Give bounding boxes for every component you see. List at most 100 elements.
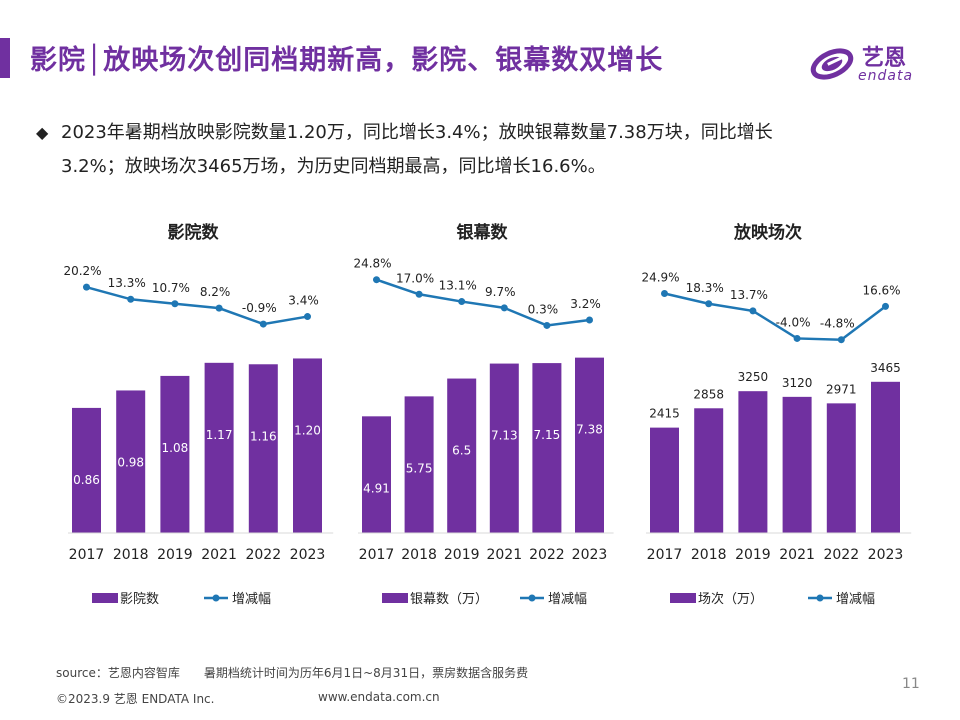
bar-data-label: 6.5 [452,444,471,458]
bar [248,364,278,533]
bar [782,396,812,533]
line-data-label: -0.9% [242,301,277,315]
line-point [705,300,713,308]
logo-cn-text: 艺恩 [862,46,907,71]
bar-data-label: 1.20 [294,423,321,437]
bar-data-label: 2971 [826,382,857,396]
bar-data-label: 7.38 [576,423,603,437]
line-data-label: 3.2% [570,297,601,311]
x-tick-label: 2019 [735,547,771,563]
line-point [749,307,757,315]
legend-bar-swatch [670,593,696,603]
bar [575,357,604,533]
page-title: 影院│放映场次创同档期新高，影院、银幕数双增长 [30,45,664,76]
bar [404,396,434,533]
line-data-label: 0.3% [528,302,559,316]
bar-data-label: 1.16 [250,429,277,443]
bar-data-label: 0.86 [73,473,100,487]
x-tick-label: 2018 [401,547,437,563]
line-data-label: 8.2% [200,285,231,299]
legend-line-label: 增减幅 [548,592,587,607]
bar-data-label: 3120 [782,376,813,390]
bullet-diamond-icon: ◆ [36,123,49,142]
line-point [543,321,551,329]
legend-line-marker [816,594,824,602]
line-point [304,313,311,321]
x-tick-label: 2021 [201,547,237,563]
legend-line-marker [212,594,220,602]
line-point [415,290,423,298]
x-tick-label: 2022 [245,547,281,563]
bar-data-label: 7.13 [491,429,518,443]
line-point [586,316,593,324]
bar [650,427,679,533]
x-tick-label: 2023 [572,547,608,563]
chart-title: 放映场次 [733,222,802,243]
footer-source: source：艺恩内容智库 暑期档统计时间为历年6月1日~8月31日，票房数据含… [56,666,529,680]
bar-data-label: 5.75 [406,461,433,475]
x-tick-label: 2019 [157,547,193,563]
logo-en-text: endata [858,68,914,84]
line-point [373,276,380,284]
page-number: 11 [902,676,920,692]
growth-line [86,285,308,326]
x-tick-label: 2023 [290,547,326,563]
line-point [215,304,223,312]
bar [489,363,519,533]
line-data-label: 24.8% [353,257,391,271]
bar [293,358,322,533]
x-tick-label: 2022 [823,547,859,563]
line-data-label: 17.0% [396,271,434,285]
bar [826,403,856,533]
legend-bar-label: 场次（万） [698,591,763,607]
bar-data-label: 2858 [693,387,724,401]
x-tick-label: 2018 [113,547,149,563]
line-data-label: 18.3% [686,281,724,295]
line-data-label: 20.2% [63,264,101,278]
bar-data-label: 3250 [738,370,769,384]
bar [532,363,562,533]
growth-line [664,292,887,341]
line-point [171,300,179,308]
line-point [500,304,508,312]
line-point [83,283,90,291]
x-tick-label: 2018 [691,547,727,563]
x-tick-label: 2022 [529,547,565,563]
legend-bar-swatch [92,593,118,603]
x-tick-label: 2017 [359,547,395,563]
line-data-label: -4.0% [776,315,811,329]
x-tick-label: 2021 [486,547,522,563]
legend-line-label: 增减幅 [232,592,271,607]
x-tick-label: 2019 [444,547,480,563]
summary-line-2: 3.2%；放映场次3465万场，为历史同档期最高，同比增长16.6%。 [61,156,606,177]
line-point [127,295,135,303]
line-data-label: 3.4% [288,294,319,308]
bar-data-label: 1.08 [162,441,189,455]
bar-data-label: 2415 [649,407,680,421]
line-data-label: 13.1% [439,279,477,293]
line-data-label: -4.8% [820,317,855,331]
legend-bar-label: 影院数 [120,592,159,607]
bar-data-label: 1.17 [206,428,233,442]
bar [72,407,101,533]
bar-data-label: 0.98 [117,455,144,469]
line-data-label: 13.7% [730,288,768,302]
line-point [793,334,801,342]
legend-line-label: 增减幅 [836,592,875,607]
x-tick-label: 2017 [69,547,105,563]
bar [694,408,724,533]
bar [362,416,391,533]
bar [447,378,477,533]
footer-url: www.endata.com.cn [318,690,440,704]
summary-text: ◆ 2023年暑期档放映影院数量1.20万，同比增长3.4%；放映银幕数量7.3… [36,116,916,184]
line-data-label: 10.7% [152,281,190,295]
line-data-label: 16.6% [862,283,900,297]
endata-logo-icon [810,48,854,80]
growth-line [376,278,590,327]
line-data-label: 13.3% [108,276,146,290]
line-point [259,320,267,328]
bar [738,391,768,533]
title-accent-bar [0,38,10,78]
x-tick-label: 2021 [779,547,815,563]
